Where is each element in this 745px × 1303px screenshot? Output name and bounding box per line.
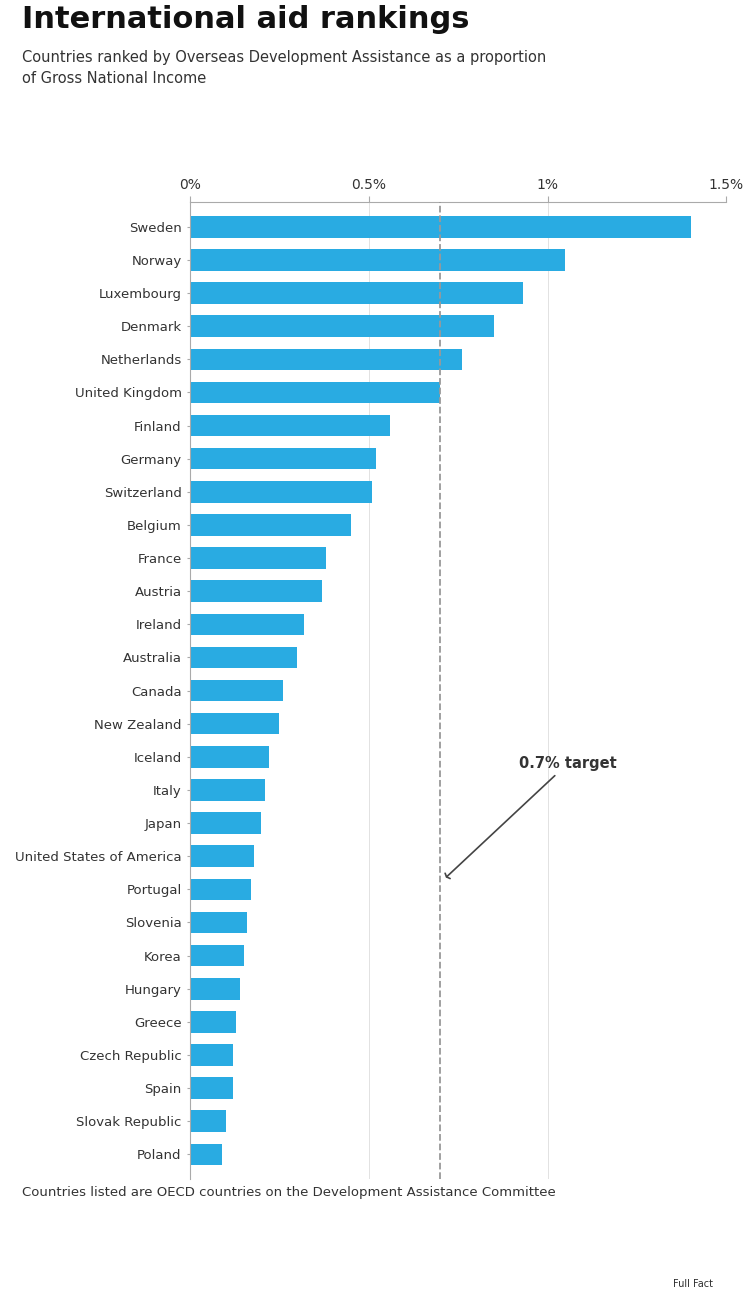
Text: Source:: Source: [22,1248,80,1260]
Bar [190,349,462,370]
Bar [190,249,565,271]
Text: Countries ranked by Overseas Development Assistance as a proportion
of Gross Nat: Countries ranked by Overseas Development… [22,50,547,86]
Text: OECD, Detailed aid statistics: Official and private flows, 2017: OECD, Detailed aid statistics: Official … [86,1248,498,1260]
Bar [190,812,261,834]
Bar [190,878,251,900]
Bar [190,779,265,801]
Bar [190,414,390,437]
Bar [190,283,522,304]
Text: International aid rankings: International aid rankings [22,5,470,34]
Bar [190,448,376,469]
Bar [190,912,247,933]
Bar [190,1044,233,1066]
Bar [190,547,326,569]
Polygon shape [637,1212,726,1298]
Bar [190,979,240,999]
Bar [190,216,691,237]
Bar [190,846,254,866]
Bar [190,680,283,701]
Text: Countries listed are OECD countries on the Development Assistance Committee: Countries listed are OECD countries on t… [22,1186,556,1199]
Bar [190,713,279,735]
Bar [190,1011,236,1032]
Bar [190,614,305,635]
Bar [190,1110,226,1132]
Bar [190,945,244,967]
Bar [190,515,351,536]
Bar [190,1144,222,1165]
Text: 0.7% target: 0.7% target [445,756,617,878]
Bar [190,580,323,602]
Bar [190,382,440,403]
Bar [190,1078,233,1098]
Bar [190,646,297,668]
Bar [190,481,372,503]
Text: Full Fact: Full Fact [673,1280,713,1290]
Bar [190,747,269,767]
Bar [190,315,494,337]
